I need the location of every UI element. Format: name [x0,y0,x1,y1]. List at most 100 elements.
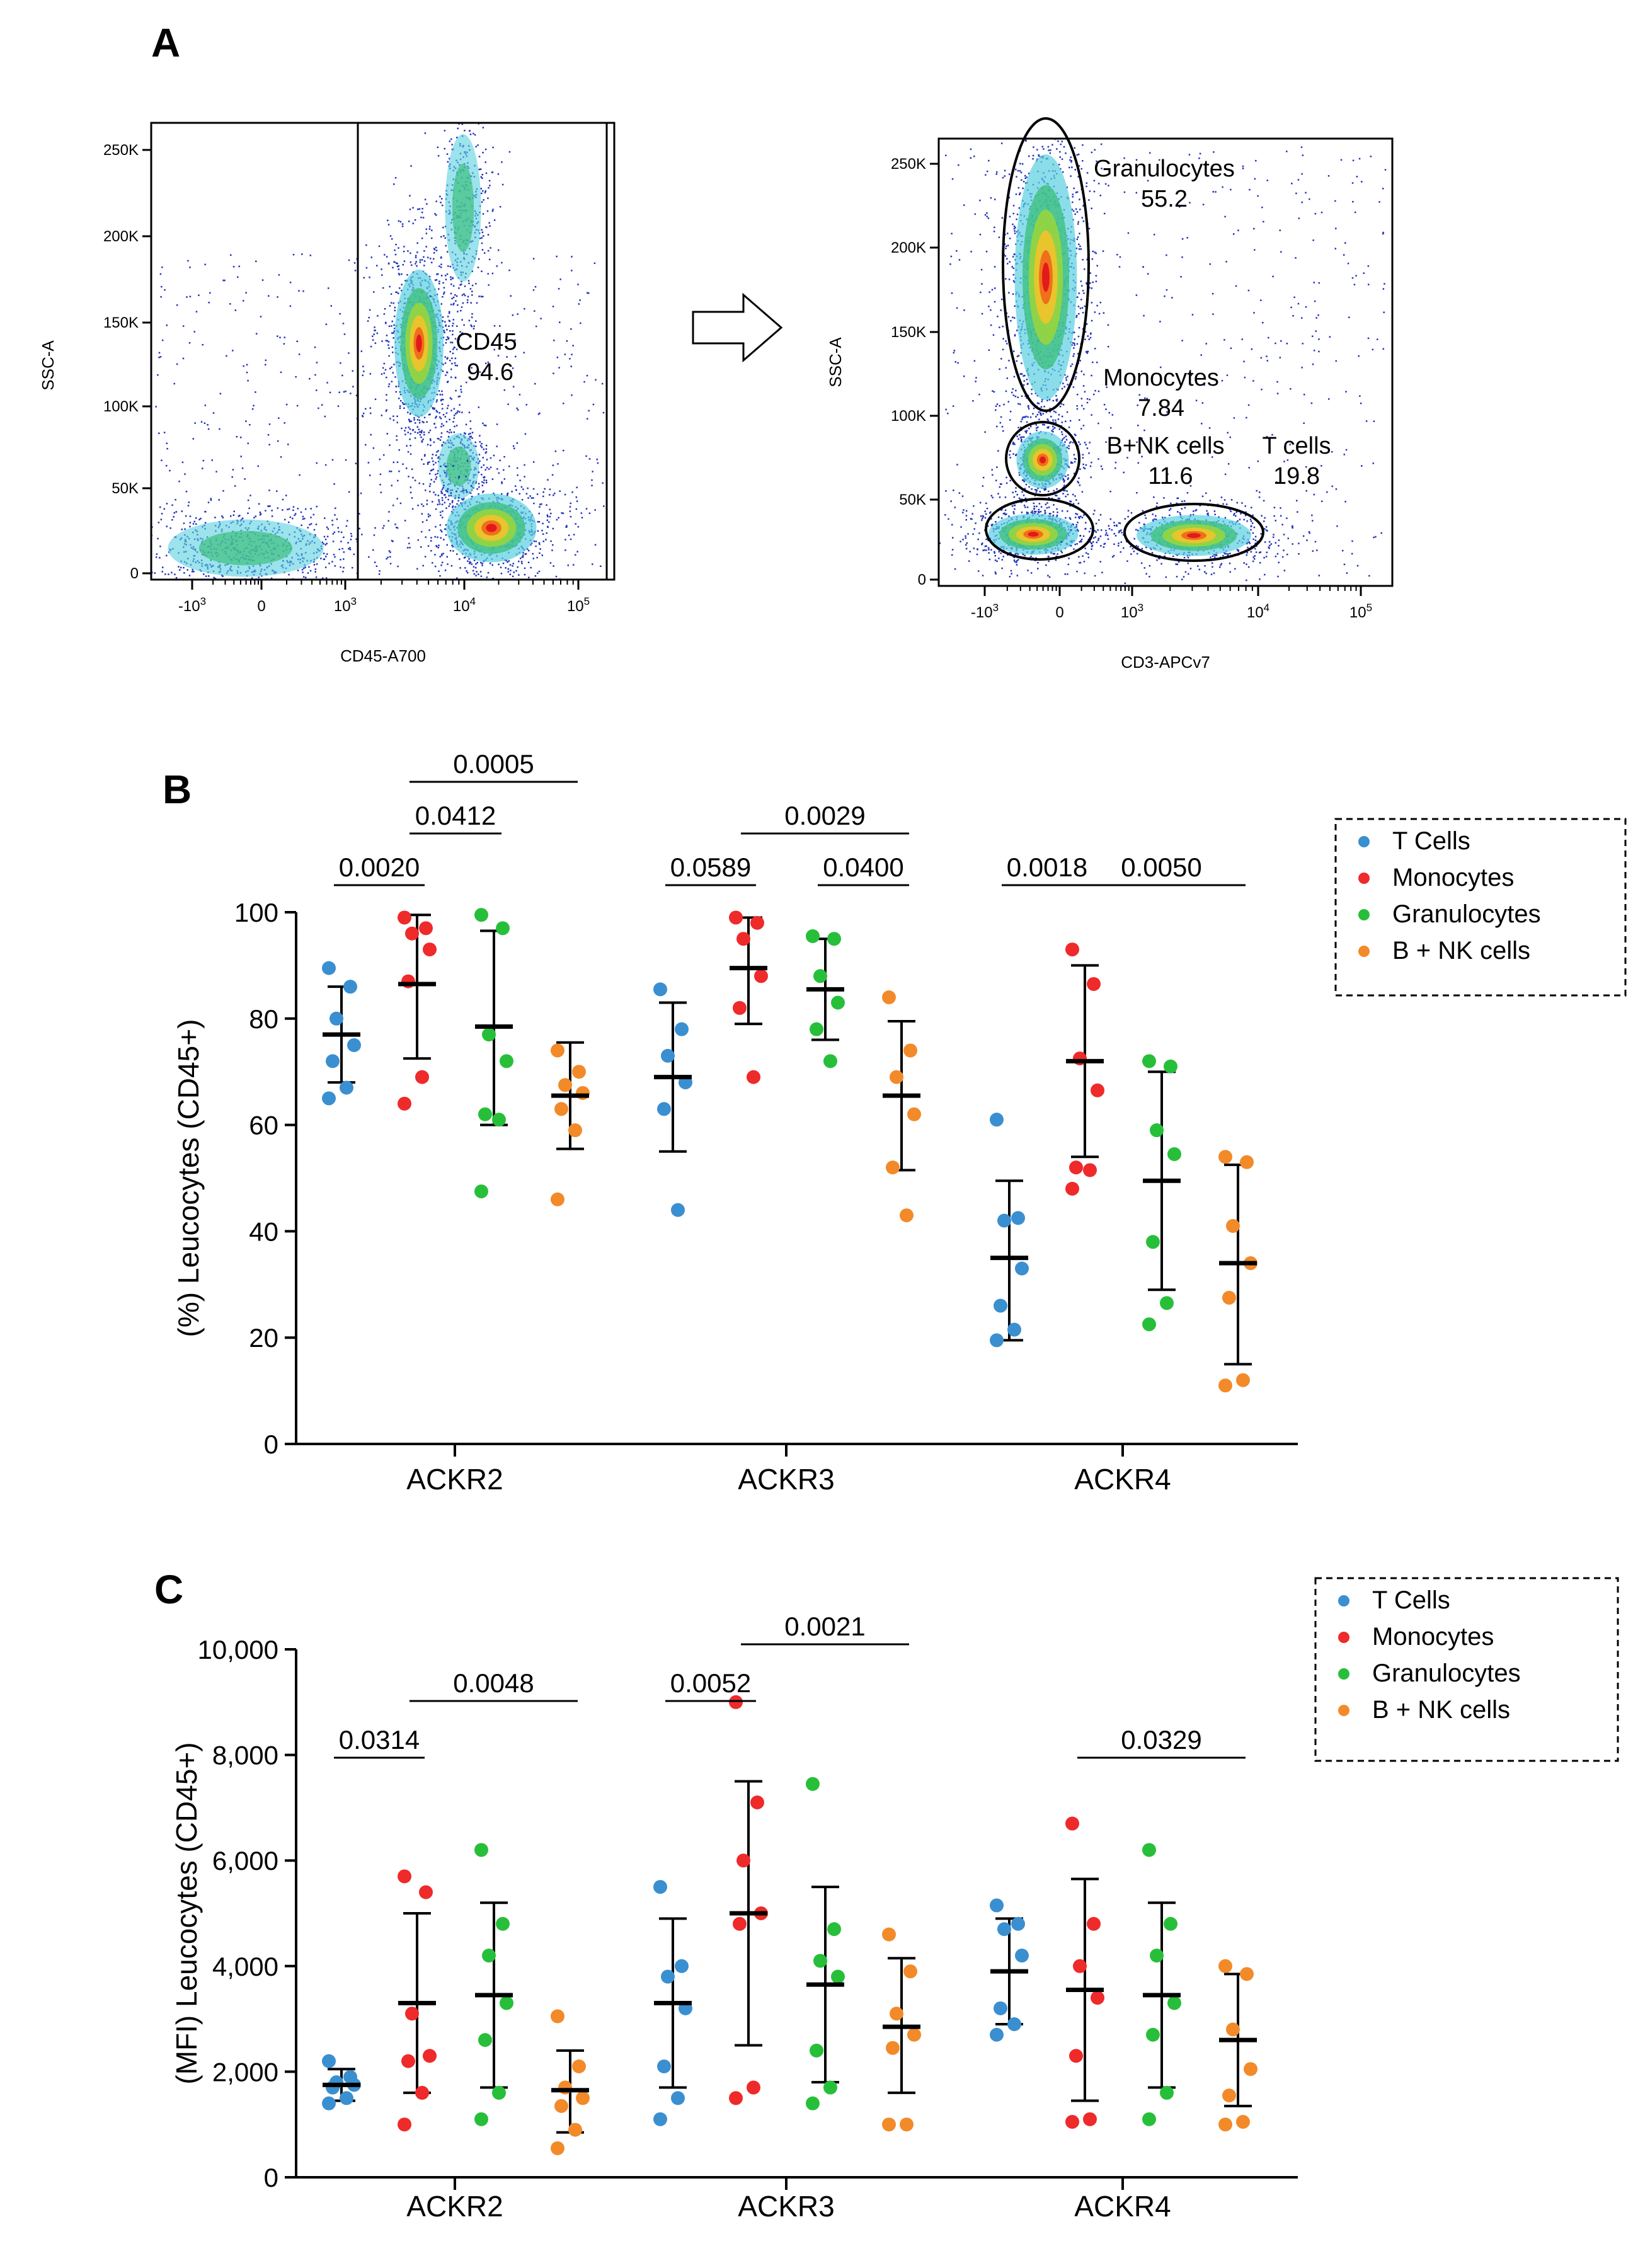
event-dot [236,586,238,588]
event-dot [222,517,224,518]
event-dot [420,546,422,548]
event-dot [452,421,454,423]
event-dot [546,519,549,522]
event-dot [1075,314,1078,317]
event-dot [503,469,505,471]
event-dot [999,326,1000,328]
event-dot [470,302,472,304]
event-dot [970,148,972,151]
event-dot [1308,531,1310,533]
event-dot [1074,344,1075,346]
event-dot [1111,414,1114,416]
event-dot [181,510,183,512]
event-dot [425,228,428,231]
event-dot [424,454,426,456]
event-dot [461,294,464,296]
event-dot [473,325,475,327]
event-dot [487,111,489,113]
event-dot [456,553,458,555]
event-dot [1006,377,1009,379]
event-dot [1009,119,1011,121]
event-dot [502,562,505,564]
event-dot [1072,386,1075,388]
event-dot [1212,313,1214,315]
event-dot [473,328,475,329]
event-dot [1071,363,1074,365]
event-dot [1063,386,1065,388]
event-dot [1093,190,1096,193]
event-dot [1009,576,1011,578]
event-dot [240,590,242,592]
event-dot [471,563,473,565]
event-dot [271,515,273,517]
event-dot [1108,185,1109,186]
event-dot [542,495,544,498]
event-dot [552,544,554,546]
event-dot [1127,232,1130,234]
event-dot [1384,169,1387,171]
event-dot [431,229,433,231]
event-dot [527,497,529,499]
event-dot [481,249,484,251]
event-dot [158,432,160,435]
event-dot [1016,176,1017,178]
event-dot [558,288,560,290]
event-dot [533,502,535,505]
event-dot [573,564,575,566]
event-dot [277,507,279,509]
event-dot [413,419,415,421]
event-dot [343,551,345,553]
event-dot [529,495,531,497]
event-dot [440,202,442,203]
event-dot [299,599,301,601]
event-dot [401,290,403,292]
event-dot [457,496,460,499]
event-dot [392,419,395,421]
event-dot [418,431,421,433]
event-dot [423,433,425,436]
event-dot [434,565,437,568]
event-dot [1195,445,1196,447]
event-dot [469,428,472,430]
event-dot [1078,243,1080,246]
event-dot [416,419,419,421]
event-dot [501,261,503,264]
event-dot [374,329,375,331]
event-dot [381,274,383,276]
event-dot [1108,411,1111,414]
event-dot [1071,166,1073,168]
event-dot [453,415,455,416]
event-dot [588,410,590,412]
event-dot [448,325,450,328]
event-dot [552,306,554,307]
event-dot [1084,268,1086,270]
event-dot [299,474,301,476]
event-dot [1335,488,1338,490]
event-dot [1084,305,1086,307]
event-dot [375,265,378,266]
event-dot [221,515,223,517]
event-dot [1345,391,1347,393]
event-dot [435,473,437,476]
event-dot [986,215,988,217]
event-dot [1266,551,1268,554]
event-dot [296,595,298,597]
event-dot [493,454,495,457]
event-dot [1229,436,1231,438]
event-dot [571,394,573,396]
event-dot [1091,302,1093,304]
event-dot [1024,416,1026,418]
event-dot [407,432,409,433]
event-dot [435,246,437,249]
event-dot [87,528,89,530]
event-dot [1018,193,1021,195]
event-dot [454,294,456,296]
event-dot [436,451,438,453]
event-dot [1092,281,1094,284]
event-dot [1233,417,1235,419]
event-dot [438,412,440,414]
event-dot [987,217,990,219]
event-dot [984,214,987,216]
event-dot [444,226,447,227]
event-dot [402,463,404,465]
